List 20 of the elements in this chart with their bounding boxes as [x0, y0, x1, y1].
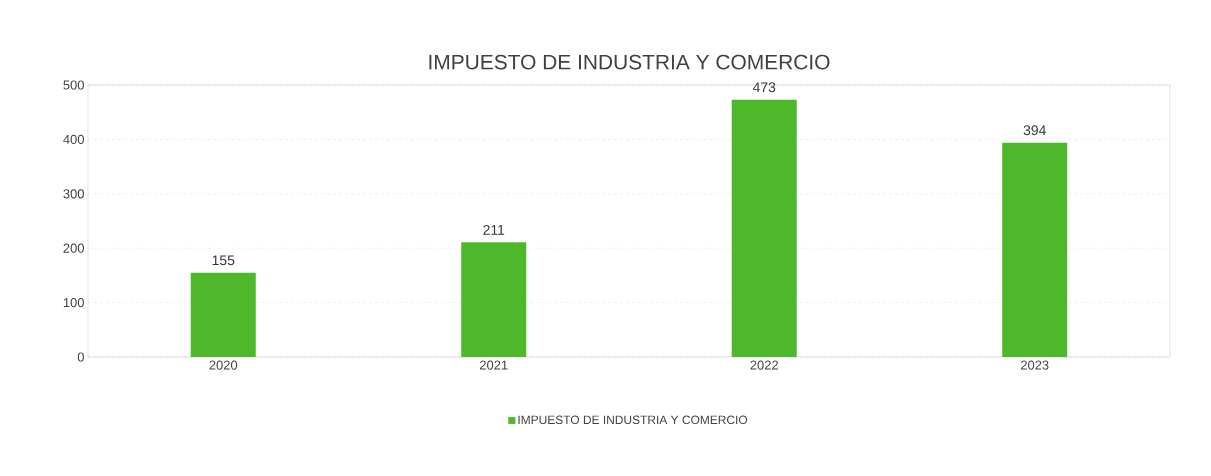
legend-label: IMPUESTO DE INDUSTRIA Y COMERCIO — [518, 415, 748, 425]
data-label: 155 — [212, 255, 235, 266]
y-tick-label: 400 — [63, 134, 84, 144]
y-tick-label: 500 — [63, 80, 84, 90]
chart-title: IMPUESTO DE INDUSTRIA Y COMERCIO — [429, 54, 830, 70]
x-tick-label: 2022 — [750, 360, 778, 370]
y-tick-label: 300 — [63, 189, 84, 199]
data-label: 211 — [483, 224, 505, 235]
y-tick-label: 0 — [77, 352, 84, 362]
bar — [731, 99, 797, 357]
data-label: 473 — [752, 82, 776, 93]
data-label: 394 — [1023, 125, 1046, 136]
bar — [1002, 142, 1068, 357]
x-tick-label: 2021 — [479, 360, 508, 370]
x-tick-label: 2023 — [1020, 360, 1049, 370]
bar — [461, 242, 527, 357]
y-tick-label: 100 — [63, 298, 84, 308]
bar — [190, 272, 256, 357]
x-tick-label: 2020 — [209, 360, 238, 370]
y-tick-label: 200 — [63, 243, 84, 253]
